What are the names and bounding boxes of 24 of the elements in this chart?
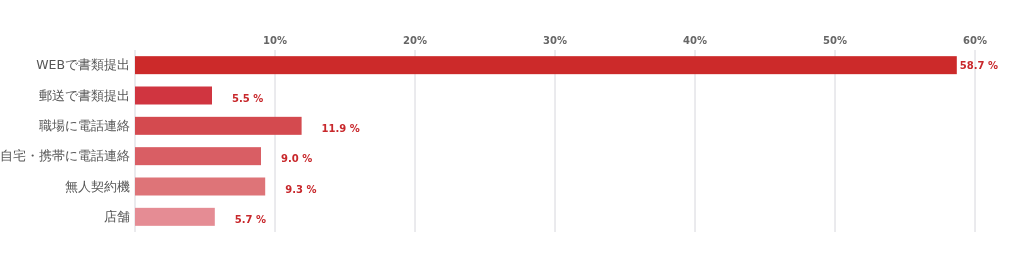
y-tick-label: 職場に電話連絡 xyxy=(39,117,130,133)
y-tick-label: 無人契約機 xyxy=(65,178,130,194)
bar xyxy=(135,147,261,166)
data-label: 9.3 % xyxy=(285,183,317,195)
bar xyxy=(135,177,266,196)
bar xyxy=(135,116,302,135)
y-tick-label: 自宅・携帯に電話連絡 xyxy=(0,148,130,164)
y-tick-label: WEBで書類提出 xyxy=(36,57,130,73)
bar xyxy=(135,56,957,75)
data-label: 11.9 % xyxy=(321,122,360,134)
y-tick-label: 店舗 xyxy=(104,208,130,224)
x-tick-label: 30% xyxy=(543,35,567,46)
data-label: 9.0 % xyxy=(281,153,313,165)
data-label: 5.7 % xyxy=(234,213,267,225)
x-tick-label: 60% xyxy=(963,35,987,46)
bar xyxy=(135,207,215,226)
x-tick-label: 10% xyxy=(263,35,287,46)
x-tick-label: 20% xyxy=(403,35,427,46)
x-tick-label: 50% xyxy=(823,35,847,46)
bar xyxy=(135,86,212,105)
data-label: 5.5 % xyxy=(232,92,264,104)
y-tick-label: 郵送で書類提出 xyxy=(39,87,130,103)
x-tick-label: 40% xyxy=(683,35,707,46)
data-label: 58.7 % xyxy=(959,60,998,72)
